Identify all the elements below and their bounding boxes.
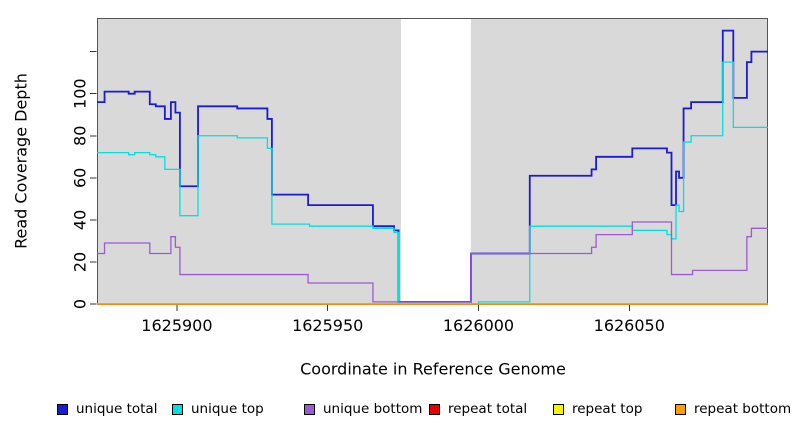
x-tick-label: 1625950 bbox=[292, 316, 363, 335]
series-line-unique-top bbox=[97, 61, 768, 305]
y-tick-label: 40 bbox=[71, 210, 90, 230]
series-line-unique-total bbox=[97, 29, 768, 303]
y-tick-label: 80 bbox=[71, 126, 90, 146]
x-axis-title: Coordinate in Reference Genome bbox=[300, 359, 566, 379]
series-line-unique-bottom bbox=[97, 221, 768, 303]
x-tick-label: 1626000 bbox=[443, 316, 514, 335]
y-tick-label: 20 bbox=[71, 252, 90, 272]
y-tick-label: 100 bbox=[71, 78, 90, 109]
uncovered-region-band bbox=[400, 18, 471, 304]
y-tick-label: 0 bbox=[71, 299, 90, 309]
x-tick-label: 1625900 bbox=[141, 316, 212, 335]
x-tick-label: 1626050 bbox=[594, 316, 665, 335]
y-axis-title: Read Coverage Depth bbox=[11, 73, 31, 249]
y-tick-label: 60 bbox=[71, 168, 90, 188]
